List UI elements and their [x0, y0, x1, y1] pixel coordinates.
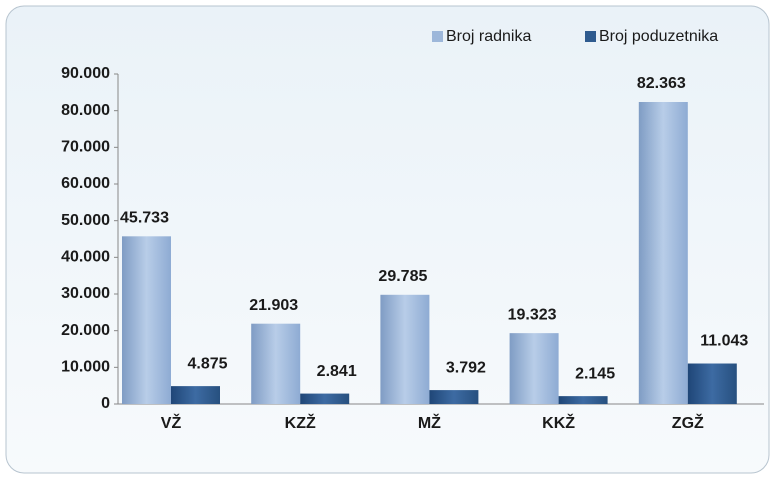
legend-label: Broj poduzetnika — [599, 28, 718, 45]
value-label: 2.145 — [575, 365, 615, 382]
x-tick-label: VŽ — [161, 413, 182, 432]
y-tick-label: 70.000 — [61, 139, 110, 156]
y-tick-label: 30.000 — [61, 285, 110, 302]
y-tick-label: 80.000 — [61, 102, 110, 119]
y-tick-label: 90.000 — [61, 65, 110, 82]
bar — [251, 323, 301, 404]
value-label: 2.841 — [317, 363, 357, 380]
y-tick-label: 20.000 — [61, 322, 110, 339]
x-tick-label: MŽ — [418, 413, 441, 432]
bar — [380, 294, 430, 404]
legend-swatch — [432, 31, 443, 42]
value-label: 19.323 — [508, 306, 557, 323]
value-label: 11.043 — [700, 333, 748, 350]
y-tick-label: 10.000 — [61, 359, 110, 376]
bar — [509, 333, 559, 404]
bar — [171, 386, 220, 404]
legend-label: Broj radnika — [446, 28, 531, 45]
y-tick-label: 40.000 — [61, 249, 110, 266]
bar — [687, 363, 737, 404]
value-label: 29.785 — [378, 268, 427, 285]
bar — [558, 396, 608, 404]
value-label: 82.363 — [637, 75, 686, 92]
bar — [122, 236, 171, 404]
x-tick-label: KZŽ — [285, 413, 316, 432]
legend-swatch — [585, 31, 596, 42]
bar — [429, 390, 479, 404]
x-tick-label: ZGŽ — [672, 413, 704, 432]
value-label: 4.875 — [187, 355, 227, 372]
chart-frame — [5, 5, 770, 474]
y-tick-label: 0 — [101, 395, 110, 412]
bar — [300, 393, 350, 404]
y-tick-label: 60.000 — [61, 175, 110, 192]
y-tick-label: 50.000 — [61, 212, 110, 229]
x-tick-label: KKŽ — [542, 413, 575, 432]
value-label: 45.733 — [120, 210, 169, 227]
value-label: 21.903 — [249, 297, 298, 314]
bar — [638, 102, 688, 405]
value-label: 3.792 — [446, 359, 486, 376]
